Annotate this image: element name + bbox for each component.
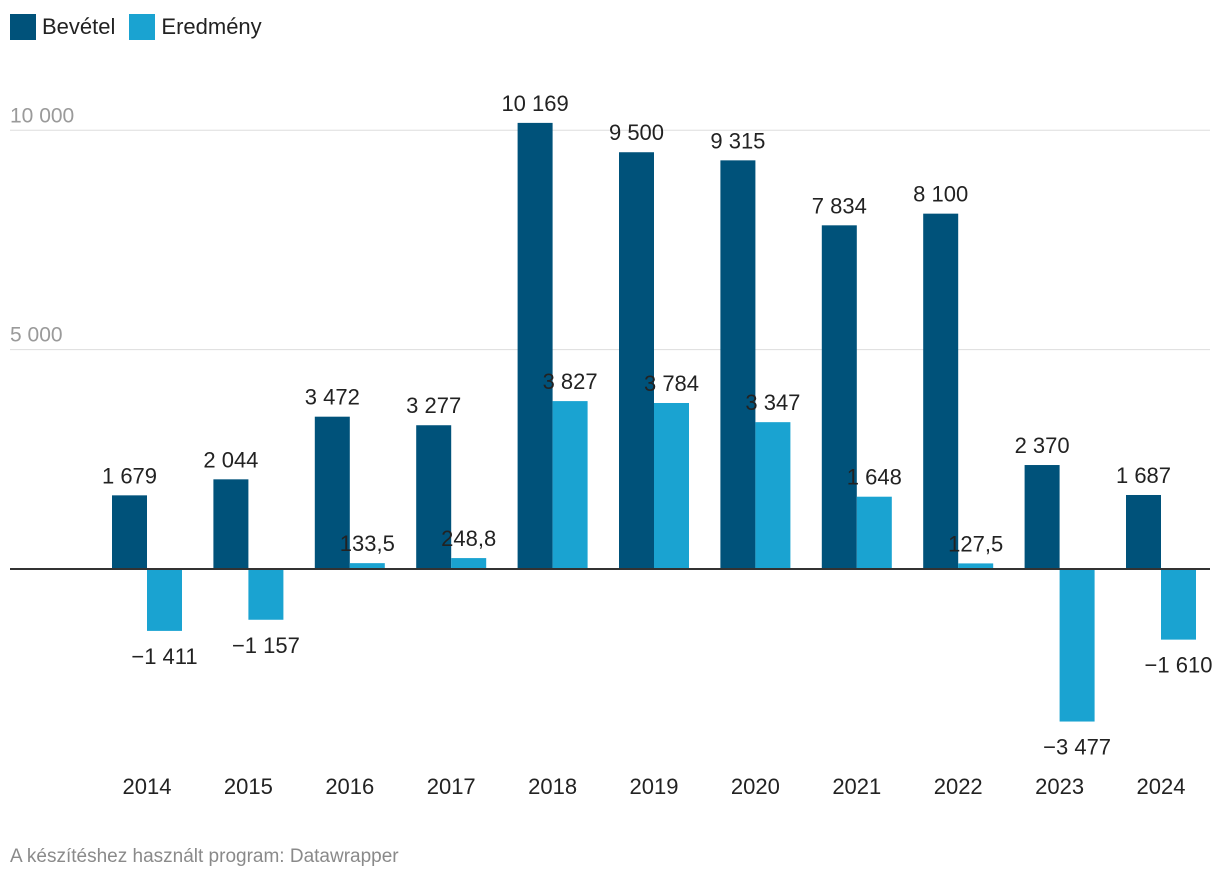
footer-credit: A készítéshez használt program: Datawrap… bbox=[10, 846, 399, 867]
legend: Bevétel Eredmény bbox=[10, 14, 262, 40]
data-label-eredmeny-2018: 3 827 bbox=[543, 369, 598, 394]
y-tick-label-5000: 5 000 bbox=[10, 324, 63, 347]
data-label-bevetel-2019: 9 500 bbox=[609, 120, 664, 145]
data-label-bevetel-2017: 3 277 bbox=[406, 393, 461, 418]
bar-bevetel-2023 bbox=[1024, 465, 1060, 569]
x-tick-label-2020: 2020 bbox=[731, 774, 780, 799]
bar-eredmeny-2016 bbox=[349, 563, 385, 569]
bar-eredmeny-2014 bbox=[147, 569, 182, 631]
bar-chart: 5 000 10 000 1 679 −1 411 2014 2 044 −1 157 201… bbox=[10, 91, 1213, 799]
data-label-eredmeny-2017: 248,8 bbox=[441, 526, 496, 551]
data-label-eredmeny-2014: −1 411 bbox=[131, 644, 197, 669]
data-label-bevetel-2018: 10 169 bbox=[501, 91, 568, 116]
bar-bevetel-2022 bbox=[923, 213, 959, 569]
bar-eredmeny-2015 bbox=[248, 569, 284, 620]
bar-bevetel-2024 bbox=[1126, 494, 1161, 569]
legend-swatch-eredmeny bbox=[129, 14, 156, 40]
data-label-bevetel-2021: 7 834 bbox=[812, 193, 867, 218]
bar-eredmeny-2019 bbox=[654, 402, 689, 569]
data-label-eredmeny-2024: −1 610 bbox=[1145, 653, 1213, 678]
legend-label-eredmeny: Eredmény bbox=[161, 14, 262, 39]
bar-eredmeny-2022 bbox=[958, 563, 994, 569]
data-label-bevetel-2020: 9 315 bbox=[710, 128, 765, 153]
legend-swatch-bevetel bbox=[10, 14, 36, 40]
data-label-eredmeny-2015: −1 157 bbox=[232, 633, 300, 658]
data-label-bevetel-2015: 2 044 bbox=[203, 447, 258, 472]
data-label-bevetel-2023: 2 370 bbox=[1015, 433, 1070, 458]
legend-item-eredmeny: Eredmény bbox=[129, 14, 262, 40]
data-label-bevetel-2024: 1 687 bbox=[1116, 463, 1171, 488]
bar-bevetel-2021 bbox=[821, 225, 857, 569]
bar-bevetel-2017 bbox=[416, 425, 452, 569]
data-label-bevetel-2016: 3 472 bbox=[305, 385, 360, 410]
x-tick-label-2018: 2018 bbox=[528, 774, 577, 799]
x-tick-label-2021: 2021 bbox=[832, 774, 881, 799]
legend-label-bevetel: Bevétel bbox=[42, 14, 116, 39]
data-label-eredmeny-2020: 3 347 bbox=[745, 390, 800, 415]
bar-eredmeny-2023 bbox=[1059, 569, 1095, 722]
x-tick-label-2022: 2022 bbox=[934, 774, 983, 799]
bar-bevetel-2020 bbox=[720, 160, 756, 569]
x-tick-label-2023: 2023 bbox=[1035, 774, 1084, 799]
x-tick-label-2017: 2017 bbox=[427, 774, 476, 799]
bar-bevetel-2019 bbox=[619, 152, 654, 570]
bar-eredmeny-2020 bbox=[755, 422, 791, 569]
bar-bevetel-2014 bbox=[112, 495, 147, 569]
bar-eredmeny-2017 bbox=[451, 558, 487, 569]
bar-eredmeny-2024 bbox=[1161, 569, 1196, 640]
data-label-eredmeny-2022: 127,5 bbox=[948, 531, 1003, 556]
bar-eredmeny-2018 bbox=[552, 401, 588, 569]
data-label-bevetel-2014: 1 679 bbox=[102, 463, 157, 488]
x-tick-label-2014: 2014 bbox=[123, 774, 172, 799]
bar-bevetel-2018 bbox=[517, 122, 553, 569]
bar-eredmeny-2021 bbox=[856, 496, 892, 569]
legend-item-bevetel: Bevétel bbox=[10, 14, 115, 40]
bar-bevetel-2015 bbox=[213, 479, 249, 569]
bar-bevetel-2016 bbox=[314, 416, 350, 569]
x-tick-label-2019: 2019 bbox=[630, 774, 679, 799]
x-tick-label-2024: 2024 bbox=[1137, 774, 1186, 799]
data-label-bevetel-2022: 8 100 bbox=[913, 182, 968, 207]
x-tick-label-2015: 2015 bbox=[224, 774, 273, 799]
data-label-eredmeny-2016: 133,5 bbox=[340, 531, 395, 556]
data-label-eredmeny-2019: 3 784 bbox=[644, 371, 699, 396]
data-label-eredmeny-2023: −3 477 bbox=[1043, 735, 1111, 760]
data-label-eredmeny-2021: 1 648 bbox=[847, 465, 902, 490]
y-tick-label-10000: 10 000 bbox=[10, 104, 74, 127]
x-tick-label-2016: 2016 bbox=[325, 774, 374, 799]
